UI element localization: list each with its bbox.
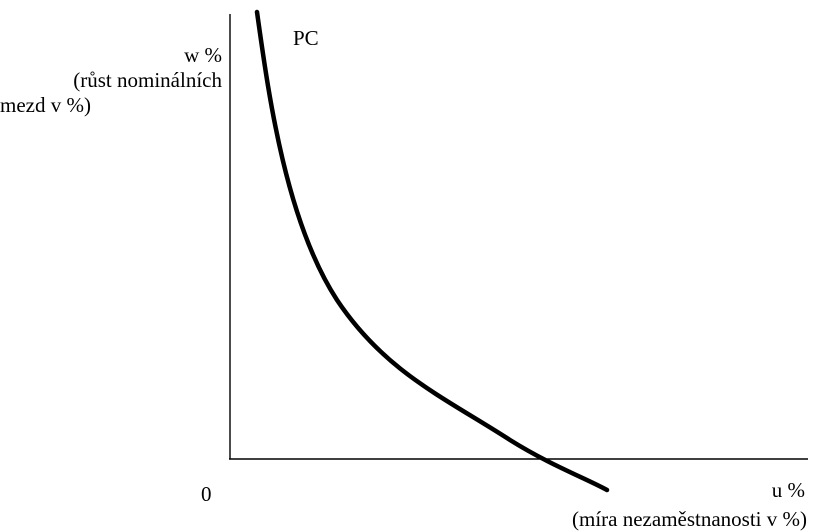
y-axis-label: w % (růst nominálních mezd v %) — [0, 43, 222, 118]
curve-label: PC — [293, 26, 319, 50]
y-axis-description-line1: (růst nominálních — [73, 68, 222, 92]
origin-label: 0 — [201, 482, 212, 506]
y-axis-symbol: w % — [184, 43, 222, 67]
y-axis-description-line2: mezd v %) — [0, 93, 91, 117]
x-axis-symbol: u % — [771, 478, 805, 502]
x-axis-description: (míra nezaměstnanosti v %) — [572, 507, 807, 531]
phillips-curve — [254, 9, 610, 493]
